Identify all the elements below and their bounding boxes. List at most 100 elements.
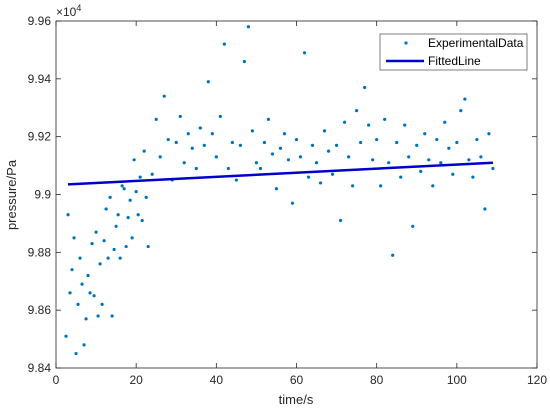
data-point: [250, 129, 255, 133]
data-point: [467, 158, 471, 162]
data-point: [190, 146, 194, 150]
y-tick-label: 9.9: [34, 188, 51, 202]
data-point: [144, 195, 148, 199]
data-point: [479, 155, 483, 159]
data-point: [234, 178, 238, 182]
x-tick-label: 0: [53, 373, 60, 387]
data-point: [210, 132, 214, 136]
y-tick-label: 9.88: [28, 245, 52, 259]
data-point: [258, 166, 263, 171]
data-point: [298, 155, 303, 159]
data-point: [439, 161, 443, 165]
data-point: [226, 166, 230, 171]
legend-label-fitted-line: FittedLine: [428, 54, 481, 68]
data-point: [302, 51, 307, 55]
legend: ExperimentalData FittedLine: [379, 33, 528, 71]
data-point: [110, 314, 114, 318]
data-point: [246, 25, 250, 29]
legend-box: [379, 33, 528, 71]
data-point: [455, 140, 459, 145]
data-point: [363, 85, 367, 90]
data-point: [198, 126, 202, 130]
fitted-line: [67, 161, 493, 186]
data-point: [86, 273, 90, 278]
y-axis-label: pressure/Pa: [4, 159, 19, 230]
data-point: [379, 184, 383, 188]
data-point: [76, 302, 80, 306]
data-point: [230, 140, 234, 145]
y-tick-label: 9.84: [28, 361, 52, 375]
data-point: [278, 146, 283, 150]
data-point: [82, 343, 86, 347]
data-point: [451, 172, 455, 176]
data-point: [359, 140, 363, 145]
data-point: [282, 132, 287, 136]
data-point: [322, 129, 327, 133]
data-point: [122, 187, 126, 191]
data-point: [338, 218, 343, 223]
data-point: [387, 161, 391, 165]
data-point: [395, 140, 399, 145]
data-point: [94, 230, 98, 234]
data-point: [182, 161, 186, 165]
data-point: [399, 175, 403, 179]
data-point: [126, 216, 130, 220]
data-point: [112, 247, 116, 252]
data-point: [128, 198, 132, 202]
data-point: [74, 351, 78, 356]
data-point: [120, 184, 124, 188]
data-point: [214, 155, 218, 159]
data-point: [136, 213, 140, 217]
data-point: [270, 152, 275, 156]
data-point: [290, 201, 295, 205]
data-point: [78, 256, 82, 260]
data-point: [411, 224, 415, 228]
y-axis-exponent: ×104: [56, 3, 81, 19]
data-point: [104, 207, 108, 211]
data-point: [491, 166, 495, 171]
y-tick-label: 9.94: [28, 72, 52, 86]
data-point: [274, 187, 279, 191]
data-point: [202, 143, 206, 147]
data-point: [355, 109, 359, 113]
data-point: [106, 256, 110, 260]
y-tick-label: 9.86: [28, 303, 52, 317]
y-axis-ticks: 9.84 9.86 9.88 9.9 9.92 9.94 9.96: [28, 14, 537, 375]
data-point: [367, 123, 371, 127]
data-point: [142, 149, 146, 153]
y-tick-label: 9.92: [28, 130, 52, 144]
data-point: [423, 132, 427, 136]
data-point: [286, 158, 291, 162]
data-point: [80, 282, 84, 286]
data-point: [407, 155, 411, 159]
fitted-line-series: [67, 161, 493, 186]
data-point: [427, 158, 431, 162]
data-point: [118, 256, 122, 260]
data-point: [483, 207, 487, 211]
y-axis-exponent-power: 4: [76, 3, 81, 13]
data-point: [242, 59, 246, 64]
data-point: [343, 120, 347, 124]
data-point: [98, 262, 102, 266]
data-point: [375, 137, 379, 142]
data-point: [138, 175, 142, 179]
data-point: [318, 181, 323, 185]
data-point: [459, 109, 463, 113]
data-point: [124, 244, 128, 249]
data-point: [403, 123, 407, 127]
data-point: [116, 213, 120, 217]
data-point: [266, 117, 271, 121]
data-point: [102, 239, 106, 243]
y-tick-label: 9.96: [28, 14, 52, 28]
x-tick-label: 40: [210, 373, 224, 387]
data-point: [130, 236, 134, 240]
data-point: [471, 175, 475, 179]
data-point: [90, 242, 94, 246]
data-point: [186, 132, 190, 136]
data-point: [314, 161, 319, 165]
legend-label-experimental-data: ExperimentalData: [428, 36, 524, 50]
data-point: [162, 94, 166, 98]
data-point: [72, 236, 76, 240]
data-point: [415, 143, 419, 147]
x-tick-label: 80: [370, 373, 384, 387]
